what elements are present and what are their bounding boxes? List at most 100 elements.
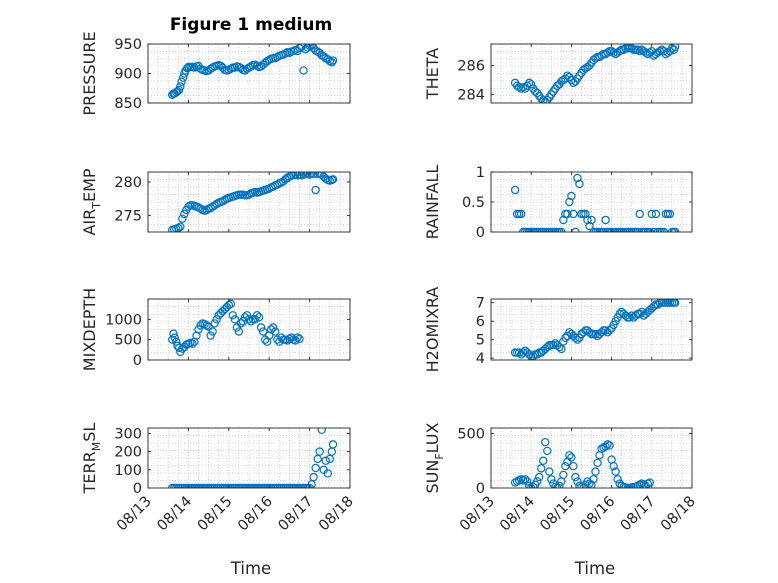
x-tick-label: 08/17 — [618, 494, 659, 535]
data-point — [228, 311, 238, 320]
data-point — [293, 333, 302, 342]
data-point — [240, 313, 250, 322]
grid — [490, 298, 693, 361]
data-point — [651, 209, 661, 219]
data-point — [196, 204, 205, 213]
data-point — [180, 209, 189, 219]
data-point — [327, 58, 337, 67]
data-point — [289, 172, 298, 180]
x-tick-label: 08/15 — [537, 494, 578, 535]
data-point — [265, 55, 274, 65]
data-point — [670, 44, 680, 52]
y-tick-label: 5 — [476, 333, 485, 349]
data-point — [597, 328, 606, 337]
data-point — [573, 173, 582, 183]
x-axis-label-left: Time — [230, 559, 271, 578]
data-point — [559, 215, 568, 225]
y-axis-label: H2OMIXRA — [423, 287, 442, 373]
data-point — [587, 480, 596, 488]
data-point — [242, 311, 252, 320]
data-point — [176, 82, 185, 91]
series-pressure — [168, 44, 338, 99]
data-point — [303, 44, 312, 52]
x-tick-label: 08/15 — [195, 494, 236, 535]
panel-h2omixra: 4 5 6 7 H2OMIXRA — [423, 287, 693, 373]
data-point — [325, 56, 334, 66]
y-axis-label: TERRMSL — [80, 423, 103, 495]
data-point — [323, 469, 332, 478]
data-point — [635, 209, 644, 219]
data-point — [293, 172, 302, 180]
data-point — [258, 327, 268, 336]
y-tick-label: 500 — [114, 333, 142, 349]
data-point — [321, 456, 330, 465]
data-point — [559, 470, 568, 480]
y-tick-label: 900 — [114, 67, 142, 83]
data-point — [583, 215, 592, 225]
data-point — [169, 329, 178, 338]
data-point — [605, 441, 614, 450]
axes-frame — [147, 298, 351, 361]
x-tick-label: 08/18 — [658, 494, 699, 535]
y-tick-label: 100 — [114, 463, 142, 479]
data-point — [309, 472, 318, 482]
data-point — [625, 313, 634, 322]
data-point — [178, 73, 188, 82]
data-point — [178, 214, 187, 223]
data-point — [645, 478, 654, 487]
y-tick-label: 4 — [476, 351, 485, 367]
data-point — [196, 321, 205, 330]
data-point — [311, 185, 320, 195]
data-point — [527, 80, 536, 89]
data-point — [256, 323, 266, 332]
x-tick-label: 08/13 — [114, 494, 155, 535]
data-point — [168, 335, 177, 344]
figure-title: Figure 1 medium — [170, 15, 332, 35]
data-point — [591, 329, 600, 339]
data-point — [315, 447, 324, 456]
data-point — [317, 428, 326, 435]
data-point — [619, 482, 628, 488]
data-point — [236, 319, 246, 328]
data-point — [226, 299, 236, 309]
data-point — [514, 348, 524, 357]
data-point — [539, 456, 548, 465]
data-point — [567, 453, 576, 462]
data-point — [589, 475, 598, 484]
data-point — [565, 197, 574, 207]
data-point — [609, 48, 618, 57]
data-point — [244, 315, 254, 324]
data-point — [585, 328, 594, 337]
data-point — [252, 311, 262, 320]
y-axis-label: AIRTEMP — [80, 168, 103, 235]
data-point — [328, 175, 338, 184]
panel-mixdepth: 0 500 1000 MIXDEPTH — [80, 288, 351, 371]
x-tick-label: 08/17 — [276, 494, 317, 535]
data-point — [522, 477, 532, 486]
data-point — [641, 48, 650, 57]
data-point — [543, 342, 552, 352]
data-point — [601, 215, 610, 225]
data-point — [621, 311, 630, 320]
data-point — [328, 56, 338, 65]
data-point — [281, 49, 290, 58]
data-point — [565, 451, 574, 460]
data-point — [567, 191, 576, 201]
data-point — [561, 461, 570, 471]
y-tick-label: 950 — [114, 37, 142, 53]
data-point — [535, 472, 544, 482]
data-point — [208, 327, 217, 336]
data-point — [246, 62, 256, 71]
data-point — [236, 63, 246, 73]
data-point — [555, 481, 564, 488]
data-point — [635, 309, 644, 318]
data-point — [585, 221, 594, 231]
data-point — [571, 472, 580, 482]
data-point — [516, 209, 526, 219]
y-tick-label: 850 — [114, 96, 142, 112]
data-point — [569, 461, 578, 471]
data-point — [273, 335, 282, 344]
data-point — [591, 467, 600, 476]
y-tick-label: 7 — [476, 296, 485, 312]
